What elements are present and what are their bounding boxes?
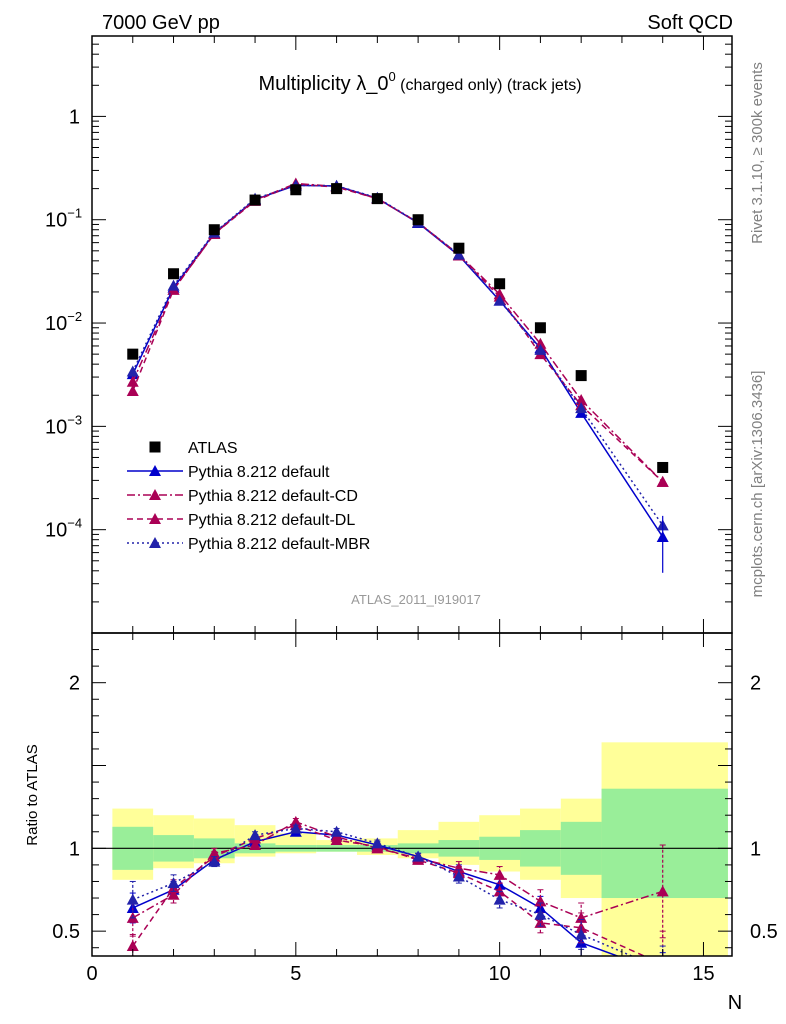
ratio-point-mbr (249, 829, 262, 841)
legend-marker-cd (149, 489, 161, 500)
x-tick-label: 5 (290, 963, 301, 985)
y-tick-label: 10−3 (45, 412, 82, 438)
ratio-point-dl (534, 916, 547, 928)
legend-marker-atlas (149, 441, 161, 453)
ratio-point-mbr (330, 825, 343, 837)
legend-label-cd: Pythia 8.212 default-CD (188, 488, 358, 505)
x-tick-label: 0 (86, 963, 97, 985)
legend-label-dl: Pythia 8.212 default-DL (188, 512, 355, 529)
data-point-atlas (208, 224, 220, 236)
x-tick-label: 15 (692, 963, 714, 985)
rivet-version-label: Rivet 3.1.10, ≥ 300k events (749, 62, 766, 244)
series-point-cd (126, 375, 139, 387)
y-tick-label-exponent: −3 (67, 412, 82, 427)
y-tick-label-base: 10 (45, 210, 67, 232)
data-point-atlas (168, 268, 180, 280)
data-point-atlas (534, 322, 546, 334)
y-tick-label: 10−1 (45, 206, 82, 232)
series-point-mbr (452, 248, 465, 260)
legend-label-mbr: Pythia 8.212 default-MBR (188, 536, 370, 553)
chart-title-superscript: 0 (388, 69, 395, 84)
ratio-y-tick-label-left: 1 (69, 838, 80, 860)
data-point-atlas (412, 214, 424, 226)
ratio-y-tick-label-right: 0.5 (750, 921, 778, 943)
ratio-point-mbr (452, 870, 465, 882)
y-tick-label-exponent: −1 (67, 206, 82, 221)
ratio-point-dl (126, 940, 139, 952)
ratio-y-tick-label-right: 2 (750, 673, 761, 695)
y-tick-label: 10−2 (45, 309, 82, 335)
series-point-mbr (534, 343, 547, 355)
legend-item-dl: Pythia 8.212 default-DL (127, 512, 355, 529)
y-tick-label-exponent: −4 (67, 516, 82, 531)
data-point-atlas (453, 242, 465, 254)
series-point-mbr (167, 279, 180, 291)
y-tick-label: 10−4 (45, 516, 82, 542)
ratio-y-tick-label-left: 0.5 (52, 921, 80, 943)
legend-item-cd: Pythia 8.212 default-CD (127, 488, 358, 505)
legend-label-atlas: ATLAS (188, 440, 238, 457)
x-tick-label: 10 (489, 963, 511, 985)
data-point-atlas (249, 194, 261, 206)
y-tick-label: 1 (69, 106, 80, 128)
legend-label-default: Pythia 8.212 default (188, 464, 330, 481)
data-point-atlas (575, 370, 587, 382)
legend-item-default: Pythia 8.212 default (127, 464, 330, 481)
ratio-point-mbr (126, 893, 139, 905)
legend-item-mbr: Pythia 8.212 default-MBR (127, 536, 370, 553)
data-point-atlas (494, 278, 506, 290)
ratio-point-mbr (493, 893, 506, 905)
ratio-frame (91, 632, 733, 957)
ratio-point-cd (656, 885, 669, 897)
data-point-atlas (371, 193, 383, 205)
header-category: Soft QCD (647, 12, 733, 34)
ratio-clipped-content (92, 742, 732, 956)
series-point-dl (656, 475, 669, 487)
legend-marker-mbr (149, 537, 161, 548)
ratio-point-mbr (412, 850, 425, 862)
header-energy: 7000 GeV pp (102, 12, 220, 34)
legend-marker-default (149, 465, 161, 476)
chart-title: Multiplicity λ_00 (charged only) (track … (258, 69, 581, 95)
legend-marker-dl (149, 513, 161, 524)
ratio-panel: 0.5 0.5 1 1 2 2 0 5 10 15 Ratio to ATLAS N (24, 632, 778, 1014)
ratio-point-mbr (534, 908, 547, 920)
analysis-watermark: ATLAS_2011_I919017 (351, 592, 481, 607)
mcplots-reference-label: mcplots.cern.ch [arXiv:1306.3436] (749, 371, 766, 598)
uncertainty-band-inner (601, 788, 728, 899)
series-point-mbr (575, 402, 588, 414)
ratio-y-tick-label-left: 2 (69, 673, 80, 695)
ratio-point-mbr (575, 928, 588, 940)
y-tick-label-base: 10 (45, 520, 67, 542)
legend-item-atlas: ATLAS (149, 440, 238, 457)
ratio-point-cd (493, 868, 506, 880)
main-panel: 110−110−210−310−4 Multiplicity λ_00 (cha… (45, 35, 733, 634)
y-tick-label-base: 10 (45, 416, 67, 438)
y-tick-label-base: 10 (45, 313, 67, 335)
series-point-dl (126, 384, 139, 396)
ratio-point-dl (330, 834, 343, 846)
ratio-y-tick-label-right: 1 (750, 838, 761, 860)
ratio-point-cd (534, 895, 547, 907)
y-tick-label-exponent: −2 (67, 309, 82, 324)
data-point-atlas (657, 461, 669, 473)
ratio-point-mbr (289, 822, 302, 834)
data-point-atlas (290, 184, 302, 196)
x-axis-label: N (728, 992, 742, 1014)
series-point-mbr (126, 365, 139, 377)
data-point-atlas (127, 348, 139, 360)
ratio-point-cd (249, 839, 262, 851)
series-point-mbr (493, 294, 506, 306)
ratio-y-axis-label: Ratio to ATLAS (24, 744, 41, 845)
ratio-point-mbr (208, 855, 221, 867)
chart-title-main: Multiplicity λ_0 (258, 73, 388, 95)
chart-title-suffix: (charged only) (track jets) (396, 77, 582, 94)
ratio-point-mbr (167, 877, 180, 889)
ratio-point-mbr (371, 837, 384, 849)
data-point-atlas (331, 183, 343, 195)
